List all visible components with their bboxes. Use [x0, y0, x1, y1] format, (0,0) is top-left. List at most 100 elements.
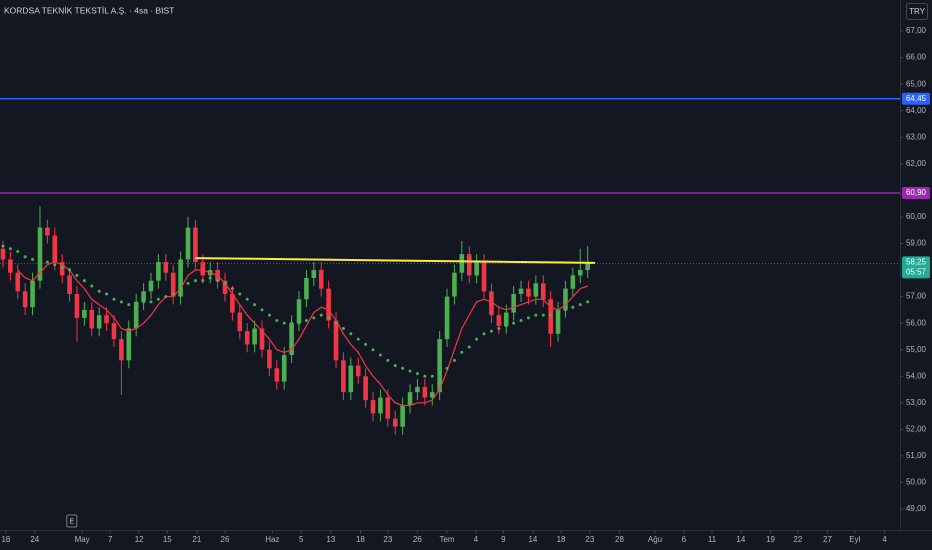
indicator-dot	[238, 292, 242, 296]
event-marker	[66, 514, 78, 528]
candle-body	[577, 270, 583, 276]
x-tick-label: 18	[557, 535, 566, 544]
y-tick-label: 52,00	[906, 424, 927, 433]
candle-body	[563, 288, 568, 310]
indicator-dot	[586, 300, 590, 304]
y-tick-label: 66,00	[906, 53, 927, 62]
candle-body	[274, 368, 280, 382]
y-tick-label: 55,00	[906, 345, 927, 354]
candle-body	[259, 328, 265, 350]
candle-body	[518, 288, 524, 294]
indicator-dot	[452, 358, 456, 362]
candle-body	[296, 299, 302, 324]
indicator-dot	[563, 308, 567, 312]
last-price-box	[902, 256, 930, 279]
indicator-dot	[519, 318, 523, 322]
indicator-dot	[112, 297, 116, 301]
x-tick-label: 21	[192, 535, 201, 544]
indicator-dot	[467, 345, 471, 349]
y-tick-label: 62,00	[906, 159, 927, 168]
candle-body	[496, 315, 502, 326]
candle-body	[363, 376, 368, 401]
level-label-box	[902, 92, 930, 105]
x-tick-label: Haz	[265, 535, 279, 544]
candle-body	[119, 339, 124, 361]
candle-body	[156, 262, 161, 281]
candle-body	[348, 365, 354, 393]
candle-body	[355, 365, 361, 377]
event-label: E	[69, 518, 74, 525]
indicator-dot	[438, 372, 442, 376]
y-tick-label: 49,00	[906, 504, 927, 513]
indicator-dot	[16, 249, 20, 253]
indicator-dot	[245, 297, 249, 301]
indicator-dot	[267, 313, 271, 317]
indicator-dot	[260, 308, 264, 312]
indicator-dot	[75, 273, 79, 277]
currency-button[interactable]	[906, 3, 928, 20]
indicator-dot	[119, 300, 123, 304]
level-label: 64,45	[906, 94, 927, 103]
candle-body	[22, 291, 28, 308]
candle-body	[230, 293, 235, 313]
indicator-dot	[8, 247, 12, 251]
candle-body	[489, 291, 494, 316]
indicator-dot	[401, 366, 405, 370]
candle-body	[400, 405, 405, 427]
indicator-dot	[460, 350, 464, 354]
candle-body	[67, 275, 72, 294]
x-tick-label: 26	[413, 535, 422, 544]
x-tick-label: 6	[682, 535, 687, 544]
x-tick-label: 9	[501, 535, 506, 544]
indicator-dot	[334, 321, 338, 325]
indicator-dot	[482, 332, 486, 336]
candle-body	[466, 254, 472, 276]
candle-body	[15, 272, 21, 292]
candle-body	[459, 254, 465, 273]
indicator-dot	[282, 321, 286, 325]
candle-body	[341, 360, 346, 393]
x-tick-label: 27	[823, 535, 832, 544]
candle-body	[126, 328, 132, 361]
indicator-dot	[430, 374, 434, 378]
candle-body	[170, 272, 176, 297]
indicator-dot	[290, 321, 294, 325]
x-tick-label: 13	[326, 535, 335, 544]
x-tick-label: 18	[1, 535, 10, 544]
indicator-dot	[356, 337, 360, 341]
indicator-dot	[38, 260, 42, 264]
indicator-dot	[127, 303, 131, 307]
indicator-dot	[97, 289, 101, 293]
indicator-dot	[571, 305, 575, 309]
indicator-dot	[193, 279, 197, 283]
indicator-dot	[105, 292, 109, 296]
chart-title: KORDSA TEKNİK TEKSTİL A.Ş. · 4sa · BIST	[4, 5, 174, 15]
y-tick-label: 54,00	[906, 371, 927, 380]
y-tick-label: 64,00	[906, 106, 927, 115]
x-tick-label: 4	[474, 535, 479, 544]
x-tick-label: 23	[585, 535, 594, 544]
indicator-dot	[23, 255, 27, 259]
indicator-dot	[68, 268, 72, 272]
y-tick-label: 65,00	[906, 79, 927, 88]
indicator-dot	[534, 313, 538, 317]
x-tick-label: Ağu	[648, 535, 662, 544]
indicator-dot	[60, 265, 64, 269]
candle-body	[111, 323, 117, 340]
indicator-dot	[31, 257, 35, 261]
candle-body	[185, 227, 191, 260]
indicator-dot	[341, 326, 345, 330]
indicator-dot	[171, 292, 175, 296]
candle-body	[37, 227, 43, 281]
x-tick-label: 23	[383, 535, 392, 544]
x-tick-label: 15	[163, 535, 172, 544]
indicator-dot	[489, 329, 493, 333]
indicator-dot	[201, 279, 205, 283]
indicator-dot	[90, 284, 94, 288]
candle-body	[503, 312, 509, 326]
candle-body	[104, 315, 109, 324]
candle-body	[30, 280, 35, 308]
x-tick-label: 18	[356, 535, 365, 544]
currency-label[interactable]: TRY	[909, 7, 926, 16]
